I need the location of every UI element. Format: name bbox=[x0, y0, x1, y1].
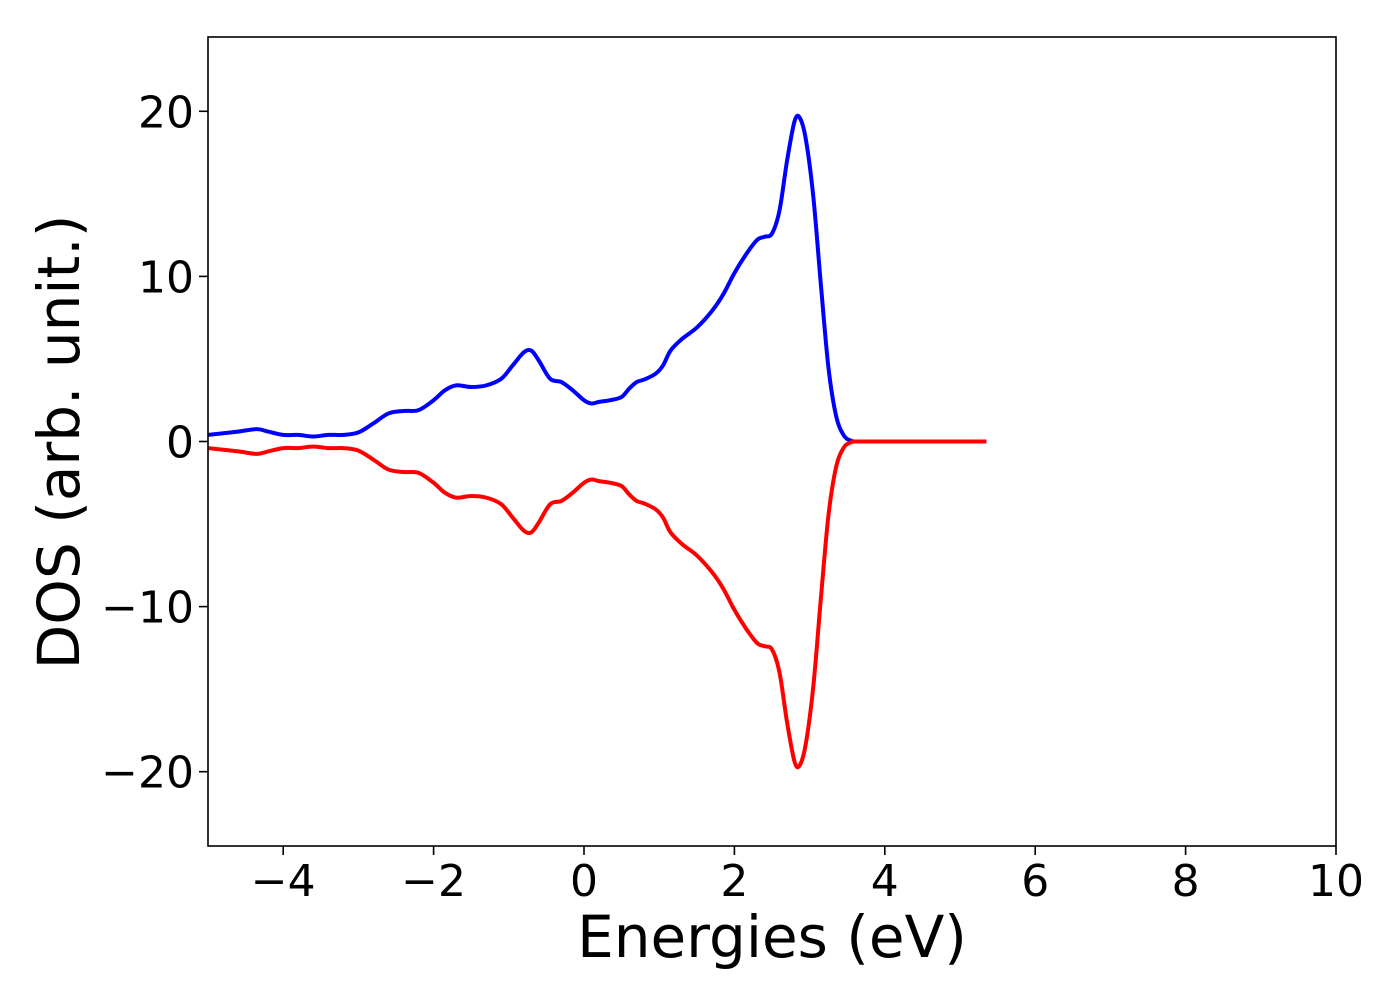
series-line-red bbox=[208, 439, 987, 770]
y-tick-label: 0 bbox=[166, 418, 194, 469]
y-tick-label: −20 bbox=[101, 748, 194, 799]
x-tick-label: 2 bbox=[720, 856, 748, 907]
plot-frame bbox=[207, 36, 1337, 847]
x-tick-label: 10 bbox=[1308, 856, 1364, 907]
series-layer bbox=[208, 113, 987, 770]
series-line-blue bbox=[208, 113, 987, 444]
y-tick-label: −10 bbox=[101, 583, 194, 634]
x-tick-label: 8 bbox=[1172, 856, 1200, 907]
x-tick-label: 6 bbox=[1021, 856, 1049, 907]
x-tick-label: 4 bbox=[871, 856, 899, 907]
x-axis-ticks: −4 −2 0 2 4 6 8 10 bbox=[251, 846, 1364, 907]
x-tick-label: −2 bbox=[401, 856, 466, 907]
y-tick-label: 20 bbox=[138, 87, 194, 138]
y-axis-title: DOS (arb. unit.) bbox=[25, 215, 93, 670]
x-axis-title: Energies (eV) bbox=[577, 903, 967, 971]
x-tick-label: −4 bbox=[251, 856, 316, 907]
y-axis-ticks: −20 −10 0 10 20 bbox=[101, 87, 208, 799]
y-tick-label: 10 bbox=[138, 252, 194, 303]
x-tick-label: 0 bbox=[570, 856, 598, 907]
